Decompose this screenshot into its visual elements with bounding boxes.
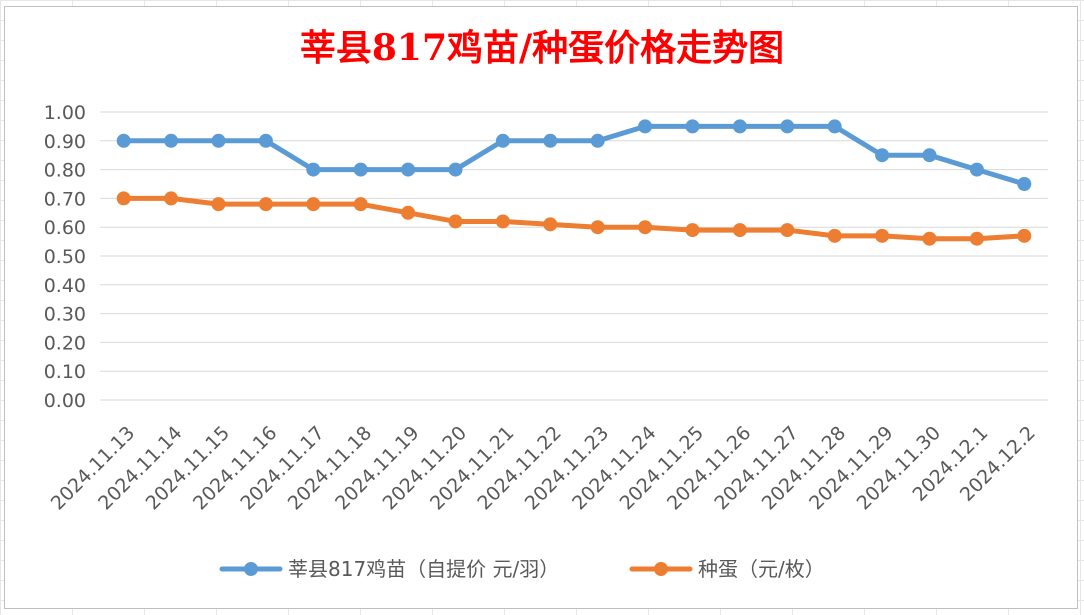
- data-point[interactable]: [685, 223, 700, 238]
- data-point[interactable]: [638, 220, 653, 235]
- data-point[interactable]: [164, 191, 179, 206]
- data-point[interactable]: [353, 162, 368, 177]
- legend[interactable]: 莘县817鸡苗（自提价 元/羽） 种蛋（元/枚）: [219, 557, 825, 581]
- data-point[interactable]: [827, 119, 842, 134]
- legend-point-marker: [244, 562, 258, 576]
- series-line[interactable]: [121, 195, 1027, 242]
- series-lines: [116, 119, 1032, 246]
- data-point[interactable]: [638, 119, 653, 134]
- legend-point-marker: [654, 562, 668, 576]
- data-point[interactable]: [969, 162, 984, 177]
- y-tick-label: 0.50: [44, 246, 86, 268]
- series-line[interactable]: [121, 123, 1027, 187]
- data-point[interactable]: [306, 162, 321, 177]
- data-point[interactable]: [590, 220, 605, 235]
- data-point[interactable]: [543, 217, 558, 232]
- series-1[interactable]: [116, 119, 1032, 191]
- data-point[interactable]: [1017, 228, 1032, 243]
- data-point[interactable]: [448, 214, 463, 229]
- data-point[interactable]: [211, 133, 226, 148]
- y-tick-label: 0.10: [44, 361, 86, 383]
- data-point[interactable]: [258, 133, 273, 148]
- legend-label: 种蛋（元/枚）: [698, 557, 825, 581]
- data-point[interactable]: [495, 133, 510, 148]
- data-point[interactable]: [875, 228, 890, 243]
- y-tick-label: 0.70: [44, 188, 86, 210]
- y-tick-label: 0.20: [44, 332, 86, 354]
- data-point[interactable]: [732, 223, 747, 238]
- data-point[interactable]: [780, 119, 795, 134]
- data-point[interactable]: [875, 148, 890, 163]
- data-point[interactable]: [543, 133, 558, 148]
- y-tick-label: 0.00: [44, 390, 86, 412]
- gridlines: [100, 111, 1048, 401]
- data-point[interactable]: [922, 148, 937, 163]
- data-point[interactable]: [685, 119, 700, 134]
- data-point[interactable]: [495, 214, 510, 229]
- legend-label: 莘县817鸡苗（自提价 元/羽）: [288, 557, 559, 581]
- data-point[interactable]: [780, 223, 795, 238]
- data-point[interactable]: [732, 119, 747, 134]
- series-2[interactable]: [116, 191, 1032, 246]
- data-point[interactable]: [401, 205, 416, 220]
- y-tick-label: 0.30: [44, 304, 86, 326]
- legend-item-1[interactable]: 莘县817鸡苗（自提价 元/羽）: [219, 557, 559, 581]
- data-point[interactable]: [116, 133, 131, 148]
- data-point[interactable]: [827, 228, 842, 243]
- data-point[interactable]: [448, 162, 463, 177]
- y-tick-label: 0.40: [44, 275, 86, 297]
- data-point[interactable]: [590, 133, 605, 148]
- y-tick-label: 0.60: [44, 217, 86, 239]
- data-point[interactable]: [211, 197, 226, 212]
- data-point[interactable]: [401, 162, 416, 177]
- data-point[interactable]: [258, 197, 273, 212]
- data-point[interactable]: [1017, 177, 1032, 191]
- data-point[interactable]: [116, 191, 131, 206]
- chart-area[interactable]: [4, 6, 1078, 609]
- y-axis-tick-labels: 0.00 0.10 0.20 0.30 0.40 0.50 0.60 0.70 0.80 0.90…: [44, 102, 86, 412]
- data-point[interactable]: [306, 197, 321, 212]
- legend-item-2[interactable]: 种蛋（元/枚）: [629, 557, 825, 581]
- chart-title: 莘县817鸡苗/种蛋价格走势图: [300, 27, 784, 69]
- data-point[interactable]: [164, 133, 179, 148]
- data-point[interactable]: [353, 197, 368, 212]
- y-tick-label: 0.80: [44, 160, 86, 182]
- y-tick-label: 1.00: [44, 102, 86, 124]
- x-axis-tick-labels: 2024.11.132024.11.142024.11.152024.11.16…: [47, 422, 1040, 514]
- data-point[interactable]: [922, 231, 937, 246]
- data-point[interactable]: [969, 231, 984, 246]
- y-tick-label: 0.90: [44, 131, 86, 153]
